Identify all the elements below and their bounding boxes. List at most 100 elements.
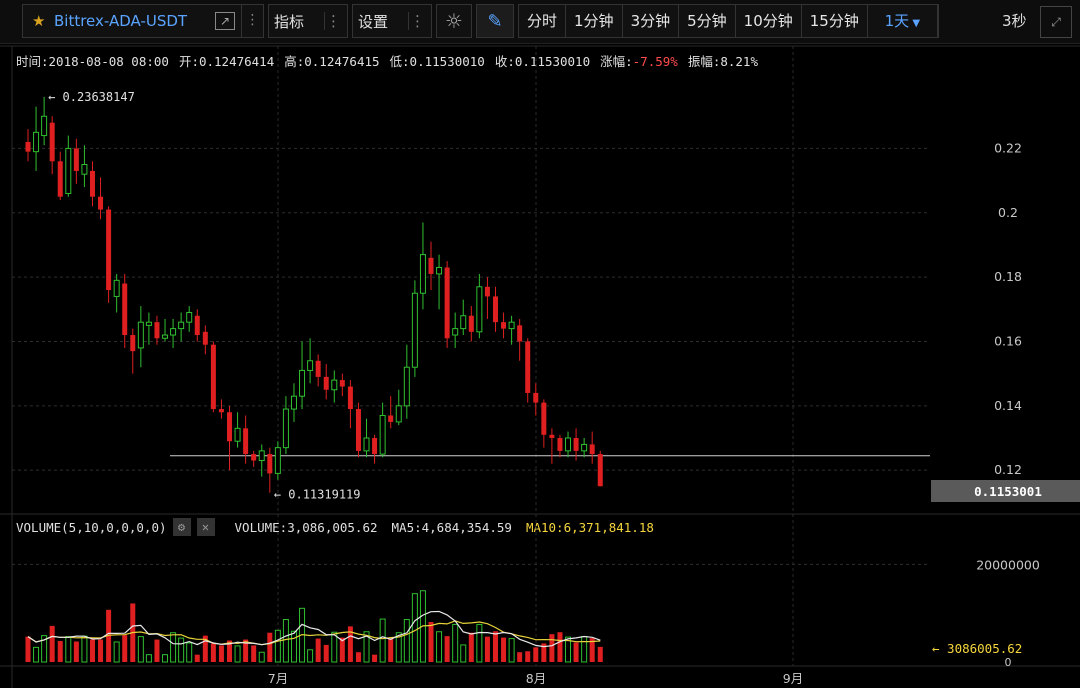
volume-bar <box>452 623 459 663</box>
volume-bar <box>145 654 152 663</box>
candle-body <box>436 266 443 275</box>
more-icon[interactable]: ⋮ <box>241 5 263 37</box>
current-price-box <box>931 480 1080 502</box>
volume-bar <box>476 623 483 663</box>
volume-bar <box>355 652 361 662</box>
symbol-name[interactable]: Bittrex-ADA-USDT <box>54 12 188 30</box>
volume-bar <box>154 639 160 662</box>
candle-body <box>299 369 306 397</box>
candle-body <box>290 395 297 410</box>
volume-bar <box>339 637 345 662</box>
volume-bar <box>137 636 144 663</box>
volume-indicator-name[interactable]: VOLUME(5,10,0,0,0,0) <box>16 519 167 535</box>
tab-period-3min[interactable]: 3分钟 <box>622 5 680 37</box>
ohlc-info: 时间:2018-08-08 08:00 开:0.12476414 高:0.12476… <box>16 51 768 70</box>
external-link-icon[interactable]: ↗ <box>215 12 235 30</box>
volume-bar <box>98 639 104 662</box>
volume-bar <box>49 625 55 662</box>
price-tick-label: 0.22 <box>994 140 1022 155</box>
draw-tool-button[interactable]: ✎ <box>476 4 514 38</box>
gear-icon[interactable]: ⚙ <box>172 518 191 536</box>
volume-bar <box>41 635 48 663</box>
candle-body <box>331 379 338 391</box>
volume-bar <box>525 651 531 662</box>
more-icon[interactable]: ⋮ <box>408 12 425 30</box>
volume-bar <box>557 632 563 662</box>
candle-body <box>282 408 289 449</box>
volume-bar <box>468 632 474 662</box>
candle-body <box>589 444 595 455</box>
info-change-label: 涨幅: <box>600 54 633 69</box>
indicator-button[interactable]: 指标 ⋮ <box>268 4 348 38</box>
tab-period-15min[interactable]: 15分钟 <box>801 5 868 37</box>
candle-body <box>484 286 490 297</box>
volume-bar <box>25 636 31 662</box>
volume-bar <box>290 630 297 663</box>
tab-period-5min[interactable]: 5分钟 <box>679 5 736 37</box>
x-tick-label: 7月 <box>268 671 288 686</box>
candle-body <box>218 409 224 413</box>
info-high: 高:0.12476415 <box>284 54 380 69</box>
candle-body <box>565 437 572 452</box>
candle-body <box>581 443 588 452</box>
volume-bar <box>323 644 329 662</box>
volume-bar <box>274 629 281 663</box>
close-icon[interactable]: ✕ <box>196 518 215 536</box>
candle-body <box>501 322 507 329</box>
candle-body <box>403 366 410 407</box>
volume-bar <box>307 649 314 663</box>
volume-bar <box>501 637 507 662</box>
info-time: 时间:2018-08-08 08:00 <box>16 54 169 69</box>
volume-bar <box>65 636 72 663</box>
candle-body <box>178 321 185 330</box>
symbol-selector[interactable]: ★ Bittrex-ADA-USDT ↗ ⋮ <box>22 4 264 38</box>
settings-button[interactable]: 设置 ⋮ <box>352 4 432 38</box>
candle-body <box>41 115 48 137</box>
volume-bar <box>484 636 490 662</box>
volume-bar <box>227 640 232 662</box>
candle-body <box>468 315 474 332</box>
candle-body <box>395 405 402 423</box>
volume-bar <box>492 631 498 662</box>
candle-body <box>388 415 394 422</box>
theme-toggle-button[interactable]: ☼ <box>436 4 472 38</box>
candle-body <box>194 315 200 336</box>
candle-body <box>33 131 40 153</box>
price-tick-label: 0.14 <box>994 398 1022 413</box>
candle-body <box>186 312 193 323</box>
volume-bar <box>178 637 185 663</box>
candle-body <box>202 331 208 345</box>
more-icon[interactable]: ⋮ <box>324 12 341 30</box>
candle-body <box>122 283 128 336</box>
candle-body <box>573 438 579 451</box>
candle-body <box>137 321 144 349</box>
tab-period-1min[interactable]: 1分钟 <box>566 5 623 37</box>
candle-body <box>113 279 120 297</box>
period-tabs: 分时 1分钟 3分钟 5分钟 10分钟 15分钟 1天 ▼ <box>518 4 939 38</box>
candle-body <box>49 122 55 162</box>
tab-period-timeshare[interactable]: 分时 <box>519 5 567 37</box>
candle-body <box>25 142 31 152</box>
candle-body <box>460 315 467 330</box>
volume-bar <box>428 621 434 662</box>
volume-bar <box>533 647 539 662</box>
candle-body <box>492 296 498 323</box>
tab-period-10min[interactable]: 10分钟 <box>735 5 802 37</box>
volume-bar <box>73 641 79 662</box>
refresh-interval[interactable]: 3秒 <box>1002 12 1027 30</box>
candle-body <box>73 148 79 171</box>
candle-body <box>258 450 265 462</box>
info-change-value: -7.59% <box>632 54 678 69</box>
price-tick-label: 0.16 <box>994 333 1022 348</box>
volume-bar <box>122 635 128 662</box>
candle-body <box>444 267 450 339</box>
volume-value: VOLUME:3,086,005.62 <box>234 519 378 535</box>
settings-label: 设置 <box>357 12 388 31</box>
tab-period-1day[interactable]: 1天 ▼ <box>867 5 938 37</box>
candle-body <box>267 454 273 474</box>
star-icon[interactable]: ★ <box>32 12 46 30</box>
x-tick-label: 8月 <box>526 671 546 686</box>
active-period-label: 1天 <box>884 12 910 30</box>
fullscreen-icon[interactable]: ⤢ <box>1040 6 1072 38</box>
